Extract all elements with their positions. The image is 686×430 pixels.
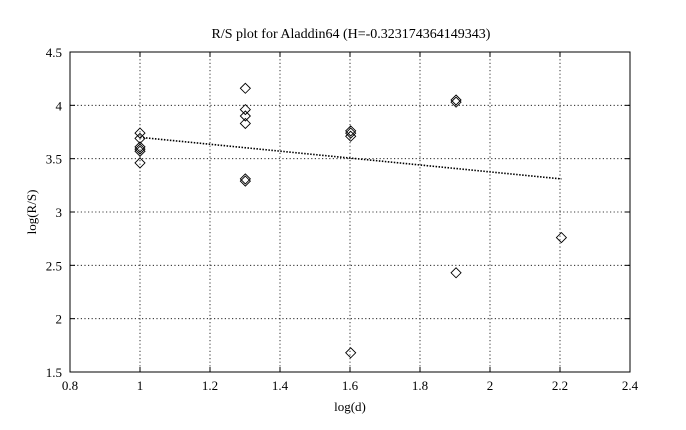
data-point-diamond: [134, 127, 146, 139]
data-point-diamond: [239, 117, 251, 130]
x-tick-label: 1.2: [202, 378, 218, 393]
data-point-diamond: [450, 94, 462, 106]
data-point-diamond: [239, 175, 251, 187]
x-axis-label: log(d): [334, 399, 366, 414]
grid-lines: [70, 52, 630, 372]
chart-title: R/S plot for Aladdin64 (H=-0.32317436414…: [212, 27, 491, 42]
data-point-diamond: [345, 127, 357, 139]
y-tick-labels: 1.5 2 2.5 3 3.5 4 4.5: [46, 45, 63, 380]
axis-ticks: [69, 51, 631, 373]
data-point-diamond: [239, 103, 251, 116]
x-tick-label: 1: [137, 378, 144, 393]
data-point-diamond: [345, 347, 357, 359]
data-point-diamond: [134, 141, 146, 153]
y-tick-label: 4.5: [46, 45, 62, 60]
data-point-diamond: [239, 173, 251, 185]
y-tick-label: 2.5: [46, 258, 62, 273]
data-point-diamond: [345, 130, 357, 142]
x-tick-label: 0.8: [62, 378, 78, 393]
y-tick-label: 3: [56, 205, 63, 220]
data-point-diamond: [239, 110, 251, 122]
x-tick-label: 2.4: [622, 378, 639, 393]
data-point-diamond: [134, 143, 146, 155]
data-point-diamond: [450, 96, 462, 108]
x-tick-label: 1.6: [342, 378, 359, 393]
y-axis-label: log(R/S): [24, 190, 39, 235]
data-points: [134, 82, 568, 359]
x-tick-label: 2.2: [552, 378, 568, 393]
y-tick-label: 3.5: [46, 152, 62, 167]
y-tick-label: 4: [56, 98, 63, 113]
data-point-diamond: [450, 267, 462, 279]
x-tick-label: 1.8: [412, 378, 428, 393]
x-tick-labels: 0.8 1 1.2 1.4 1.6 1.8 2 2.2 2.4: [62, 378, 639, 393]
x-tick-label: 1.4: [272, 378, 289, 393]
data-point-diamond: [134, 145, 146, 157]
data-point-diamond: [239, 82, 251, 94]
data-point-diamond: [134, 132, 146, 145]
data-point-diamond: [345, 125, 357, 137]
data-point-diamond: [134, 157, 146, 169]
data-point-diamond: [555, 231, 568, 244]
fit-line: [139, 136, 562, 180]
y-tick-label: 1.5: [46, 365, 62, 380]
x-tick-label: 2: [487, 378, 494, 393]
y-tick-label: 2: [56, 312, 63, 327]
